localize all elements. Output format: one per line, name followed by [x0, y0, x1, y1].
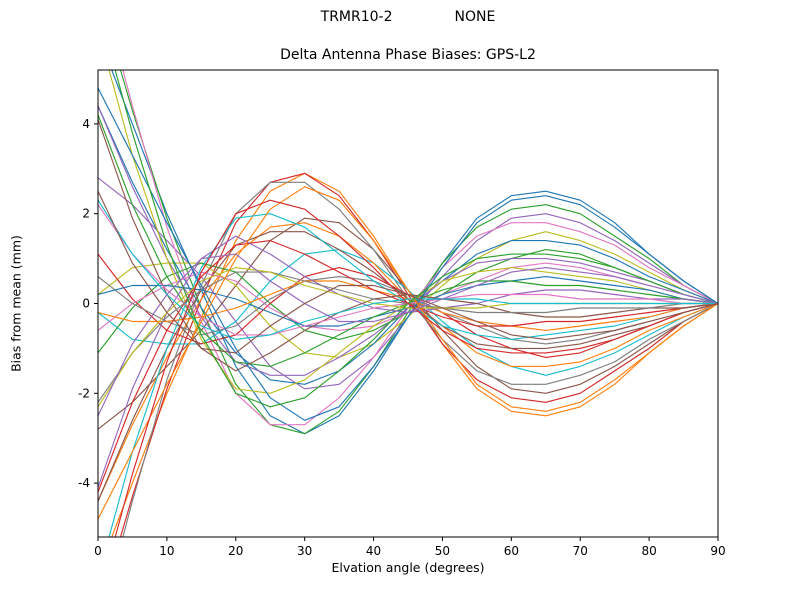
series-line: [111, 172, 718, 537]
suptitle-station: TRMR10-2: [320, 9, 393, 25]
series-line: [119, 172, 718, 537]
series-line: [98, 87, 718, 421]
x-tick-label: 40: [366, 544, 381, 558]
series-line: [98, 240, 718, 493]
series-line: [122, 70, 718, 426]
x-axis-label: Elvation angle (degrees): [331, 560, 485, 575]
x-tick-label: 60: [504, 544, 519, 558]
y-tick-label: 2: [82, 207, 90, 221]
x-tick-label: 30: [297, 544, 312, 558]
series-line: [114, 199, 718, 537]
x-tick-label: 50: [435, 544, 450, 558]
series-line: [98, 186, 718, 520]
y-tick-label: -4: [78, 476, 90, 490]
series-line: [98, 199, 718, 340]
series-line: [119, 70, 718, 435]
series-line: [114, 70, 718, 408]
series-line: [98, 235, 718, 489]
y-tick-label: 4: [82, 117, 90, 131]
series-line: [98, 190, 718, 354]
suptitle: TRMR10-2 NONE: [0, 9, 800, 25]
x-tick-label: 20: [228, 544, 243, 558]
series-line: [98, 253, 718, 417]
chart-title: Delta Antenna Phase Biases: GPS-L2: [280, 47, 536, 63]
x-tick-label: 80: [641, 544, 656, 558]
y-tick-label: 0: [82, 297, 90, 311]
series-line: [111, 70, 718, 435]
x-tick-label: 10: [159, 544, 174, 558]
y-tick-label: -2: [78, 386, 90, 400]
series-line: [98, 118, 718, 372]
series-group: [98, 70, 718, 537]
suptitle-solution: NONE: [454, 9, 496, 25]
series-line: [98, 114, 718, 367]
x-tick-label: 70: [573, 544, 588, 558]
x-tick-label: 90: [710, 544, 725, 558]
x-tick-label: 0: [94, 544, 102, 558]
